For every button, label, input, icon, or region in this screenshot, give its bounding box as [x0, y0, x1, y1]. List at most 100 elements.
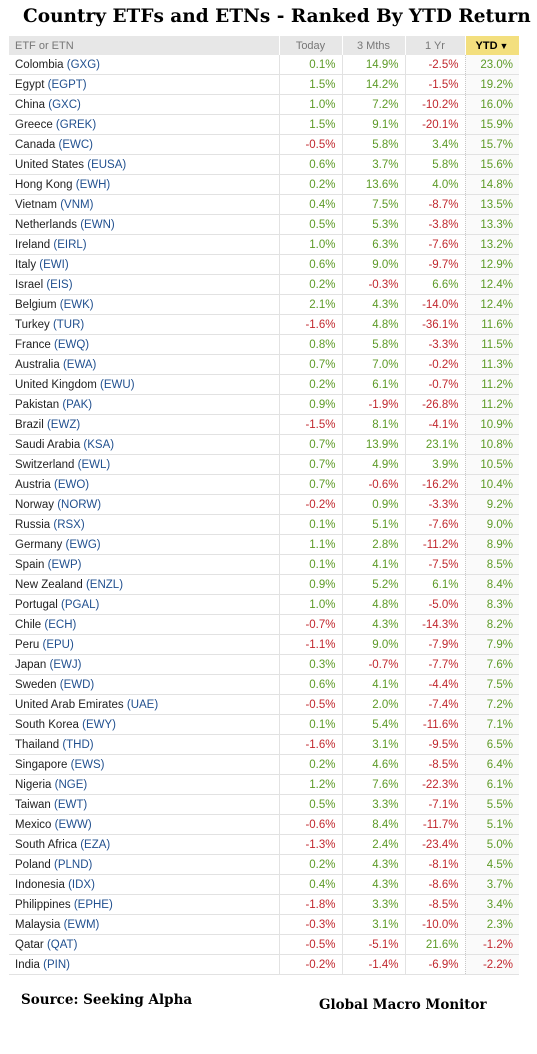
table-header-row: ETF or ETN Today 3 Mths 1 Yr YTD ▼ — [9, 36, 520, 55]
ytd-return-cell: 12.9% — [464, 254, 519, 275]
three-month-return-cell: 2.8% — [341, 534, 405, 555]
three-month-return-cell: 2.0% — [341, 694, 405, 715]
etf-name-cell: Portugal (PGAL) — [9, 594, 279, 615]
ytd-return-cell: 6.4% — [464, 754, 519, 775]
column-header-etf[interactable]: ETF or ETN — [9, 36, 280, 55]
ticker-link[interactable]: (EPHE) — [73, 898, 113, 911]
etf-name-cell: South Africa (EZA) — [9, 834, 279, 855]
ticker-link[interactable]: (GXC) — [48, 98, 81, 111]
ticker-link[interactable]: (NORW) — [57, 498, 102, 511]
ticker-link[interactable]: (RSX) — [53, 518, 85, 531]
three-month-return-cell: 7.5% — [341, 194, 405, 215]
one-year-return-cell: -26.8% — [404, 394, 465, 415]
three-month-return-cell: 9.0% — [341, 634, 405, 655]
ticker-link[interactable]: (GREK) — [55, 118, 97, 131]
ticker-link[interactable]: (EZA) — [80, 838, 111, 851]
ticker-link[interactable]: (ECH) — [44, 618, 77, 631]
ticker-link[interactable]: (PGAL) — [61, 598, 100, 611]
etf-name-cell: Vietnam (VNM) — [9, 194, 279, 215]
ticker-link[interactable]: (IDX) — [68, 878, 95, 891]
three-month-return-cell: -1.9% — [341, 394, 405, 415]
ticker-link[interactable]: (EWJ) — [49, 658, 82, 671]
ticker-link[interactable]: (EWU) — [100, 378, 135, 391]
etf-name-cell: New Zealand (ENZL) — [9, 574, 279, 595]
etf-name-cell: China (GXC) — [9, 94, 279, 115]
country-name: Belgium — [15, 298, 57, 311]
one-year-return-cell: -7.6% — [404, 514, 465, 535]
ticker-link[interactable]: (EWM) — [63, 918, 100, 931]
three-month-return-cell: 3.7% — [341, 154, 405, 175]
ticker-link[interactable]: (EWP) — [47, 558, 82, 571]
etf-name-cell: Belgium (EWK) — [9, 294, 279, 315]
ticker-link[interactable]: (PIN) — [43, 958, 70, 971]
column-header-today[interactable]: Today — [279, 36, 343, 55]
etf-name-cell: Taiwan (EWT) — [9, 794, 279, 815]
today-return-cell: 0.7% — [278, 434, 342, 455]
ticker-link[interactable]: (EWD) — [59, 678, 95, 691]
ticker-link[interactable]: (EWY) — [82, 718, 116, 731]
ticker-link[interactable]: (EWO) — [54, 478, 90, 491]
ticker-link[interactable]: (EWI) — [39, 258, 69, 271]
one-year-return-cell: -8.1% — [404, 854, 465, 875]
table-row: Qatar (QAT) -0.5% -5.1% 21.6% -1.2% — [9, 934, 519, 955]
today-return-cell: 0.6% — [278, 254, 342, 275]
ytd-return-cell: 10.4% — [464, 474, 519, 495]
ticker-link[interactable]: (PLND) — [54, 858, 93, 871]
today-return-cell: -0.6% — [278, 814, 342, 835]
table-row: Brazil (EWZ) -1.5% 8.1% -4.1% 10.9% — [9, 414, 519, 435]
country-name: Greece — [15, 118, 53, 131]
three-month-return-cell: 13.9% — [341, 434, 405, 455]
ticker-link[interactable]: (TUR) — [52, 318, 85, 331]
ticker-link[interactable]: (EPU) — [42, 638, 74, 651]
one-year-return-cell: -23.4% — [404, 834, 465, 855]
ticker-link[interactable]: (EUSA) — [87, 158, 127, 171]
ticker-link[interactable]: (EWZ) — [46, 418, 81, 431]
country-name: Portugal — [15, 598, 58, 611]
three-month-return-cell: 5.4% — [341, 714, 405, 735]
ytd-return-cell: 10.8% — [464, 434, 519, 455]
ticker-link[interactable]: (ENZL) — [85, 578, 124, 591]
one-year-return-cell: -5.0% — [404, 594, 465, 615]
country-name: Austria — [15, 478, 51, 491]
one-year-return-cell: -4.1% — [404, 414, 465, 435]
etf-name-cell: Greece (GREK) — [9, 114, 279, 135]
ticker-link[interactable]: (EWQ) — [54, 338, 90, 351]
ticker-link[interactable]: (EWH) — [75, 178, 111, 191]
ticker-link[interactable]: (EWL) — [77, 458, 111, 471]
table-row: Hong Kong (EWH) 0.2% 13.6% 4.0% 14.8% — [9, 174, 519, 195]
country-name: Germany — [15, 538, 63, 551]
country-name: Sweden — [15, 678, 57, 691]
ticker-link[interactable]: (EWS) — [70, 758, 105, 771]
ticker-link[interactable]: (KSA) — [83, 438, 115, 451]
ticker-link[interactable]: (EIRL) — [53, 238, 87, 251]
ticker-link[interactable]: (GXG) — [66, 58, 101, 71]
ticker-link[interactable]: (PAK) — [62, 398, 93, 411]
one-year-return-cell: 3.4% — [404, 134, 465, 155]
table-row: Chile (ECH) -0.7% 4.3% -14.3% 8.2% — [9, 614, 519, 635]
ticker-link[interactable]: (VNM) — [60, 198, 94, 211]
column-header-1-year[interactable]: 1 Yr — [405, 36, 466, 55]
ticker-link[interactable]: (EGPT) — [47, 78, 87, 91]
ticker-link[interactable]: (QAT) — [46, 938, 78, 951]
etf-name-cell: Italy (EWI) — [9, 254, 279, 275]
country-name: Philippines — [15, 898, 71, 911]
three-month-return-cell: -5.1% — [341, 934, 405, 955]
ticker-link[interactable]: (EWG) — [65, 538, 101, 551]
today-return-cell: 1.2% — [278, 774, 342, 795]
ticker-link[interactable]: (EWK) — [59, 298, 94, 311]
three-month-return-cell: 0.9% — [341, 494, 405, 515]
ticker-link[interactable]: (EWC) — [58, 138, 94, 151]
ticker-link[interactable]: (EIS) — [46, 278, 73, 291]
three-month-return-cell: 3.3% — [341, 794, 405, 815]
column-header-ytd[interactable]: YTD ▼ — [465, 36, 520, 55]
ticker-link[interactable]: (THD) — [62, 738, 94, 751]
ticker-link[interactable]: (UAE) — [126, 698, 159, 711]
ticker-link[interactable]: (EWA) — [62, 358, 97, 371]
ticker-link[interactable]: (EWT) — [54, 798, 88, 811]
column-header-3-months[interactable]: 3 Mths — [342, 36, 406, 55]
one-year-return-cell: -7.9% — [404, 634, 465, 655]
ticker-link[interactable]: (EWN) — [80, 218, 115, 231]
ticker-link[interactable]: (EWW) — [54, 818, 92, 831]
three-month-return-cell: 3.3% — [341, 894, 405, 915]
ticker-link[interactable]: (NGE) — [54, 778, 88, 791]
